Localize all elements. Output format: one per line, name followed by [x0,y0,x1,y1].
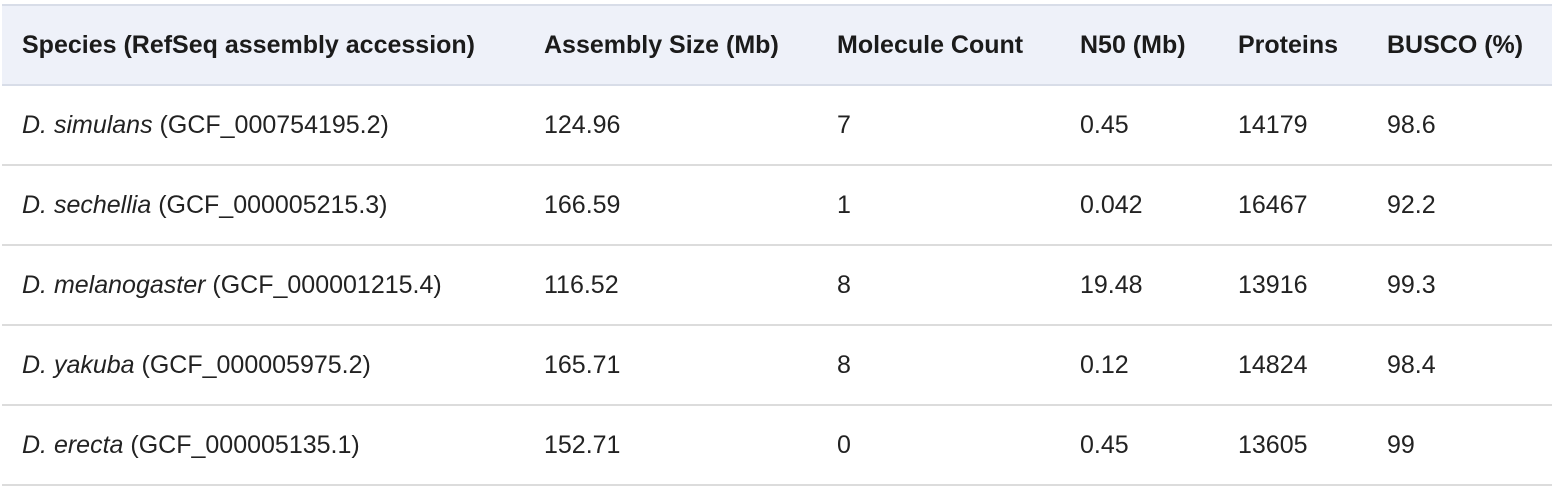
species-name: D. erecta [22,430,124,459]
table-row: D. yakuba (GCF_000005975.2) 165.71 8 0.1… [2,325,1552,406]
cell-molecule-count: 0 [817,405,1060,486]
cell-species: D. melanogaster (GCF_000001215.4) [2,245,524,326]
header-species: Species (RefSeq assembly accession) [2,4,524,86]
cell-species: D. sechellia (GCF_000005215.3) [2,165,524,246]
header-assembly-size: Assembly Size (Mb) [524,4,817,86]
cell-n50: 0.45 [1060,85,1218,166]
cell-assembly-size: 165.71 [524,325,817,406]
species-name: D. yakuba [22,350,135,379]
cell-proteins: 13605 [1218,405,1367,486]
cell-proteins: 16467 [1218,165,1367,246]
cell-molecule-count: 7 [817,85,1060,166]
cell-proteins: 13916 [1218,245,1367,326]
cell-molecule-count: 8 [817,325,1060,406]
table-row: D. sechellia (GCF_000005215.3) 166.59 1 … [2,165,1552,246]
cell-busco: 98.4 [1367,325,1552,406]
cell-busco: 98.6 [1367,85,1552,166]
cell-proteins: 14179 [1218,85,1367,166]
genome-assembly-table-container: Species (RefSeq assembly accession) Asse… [2,4,1552,486]
cell-n50: 0.12 [1060,325,1218,406]
table-body: D. simulans (GCF_000754195.2) 124.96 7 0… [2,85,1552,486]
cell-busco: 99.3 [1367,245,1552,326]
cell-species: D. yakuba (GCF_000005975.2) [2,325,524,406]
accession: (GCF_000005135.1) [130,430,360,459]
accession: (GCF_000754195.2) [159,110,389,139]
genome-assembly-table: Species (RefSeq assembly accession) Asse… [2,4,1552,486]
table-row: D. erecta (GCF_000005135.1) 152.71 0 0.4… [2,405,1552,486]
species-name: D. sechellia [22,190,152,219]
accession: (GCF_000001215.4) [212,270,442,299]
cell-species: D. erecta (GCF_000005135.1) [2,405,524,486]
cell-assembly-size: 166.59 [524,165,817,246]
cell-busco: 99 [1367,405,1552,486]
header-proteins: Proteins [1218,4,1367,86]
cell-n50: 0.45 [1060,405,1218,486]
table-row: D. melanogaster (GCF_000001215.4) 116.52… [2,245,1552,326]
table-header: Species (RefSeq assembly accession) Asse… [2,4,1552,86]
header-busco: BUSCO (%) [1367,4,1552,86]
cell-species: D. simulans (GCF_000754195.2) [2,85,524,166]
cell-n50: 0.042 [1060,165,1218,246]
cell-assembly-size: 152.71 [524,405,817,486]
cell-assembly-size: 116.52 [524,245,817,326]
cell-molecule-count: 8 [817,245,1060,326]
species-name: D. simulans [22,110,153,139]
header-molecule-count: Molecule Count [817,4,1060,86]
species-name: D. melanogaster [22,270,206,299]
cell-molecule-count: 1 [817,165,1060,246]
cell-busco: 92.2 [1367,165,1552,246]
cell-proteins: 14824 [1218,325,1367,406]
cell-n50: 19.48 [1060,245,1218,326]
cell-assembly-size: 124.96 [524,85,817,166]
accession: (GCF_000005975.2) [141,350,371,379]
header-n50: N50 (Mb) [1060,4,1218,86]
table-header-row: Species (RefSeq assembly accession) Asse… [2,4,1552,86]
accession: (GCF_000005215.3) [158,190,388,219]
table-row: D. simulans (GCF_000754195.2) 124.96 7 0… [2,85,1552,166]
